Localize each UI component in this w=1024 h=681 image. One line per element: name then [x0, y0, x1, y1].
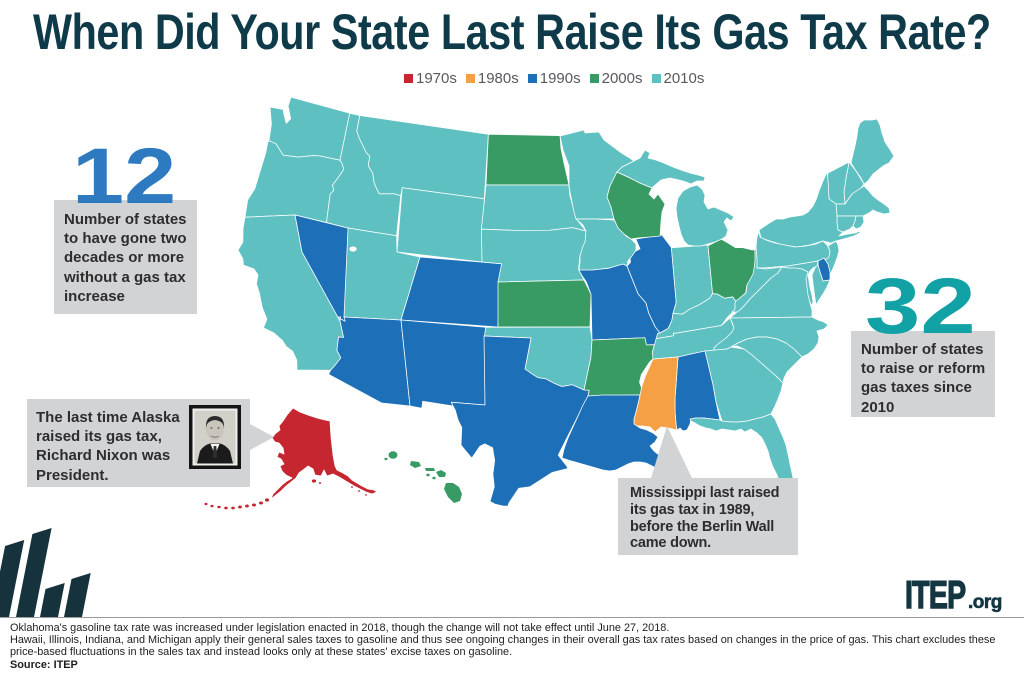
svg-text:.org: .org — [968, 592, 1002, 613]
svg-text:ITEP: ITEP — [905, 575, 965, 617]
